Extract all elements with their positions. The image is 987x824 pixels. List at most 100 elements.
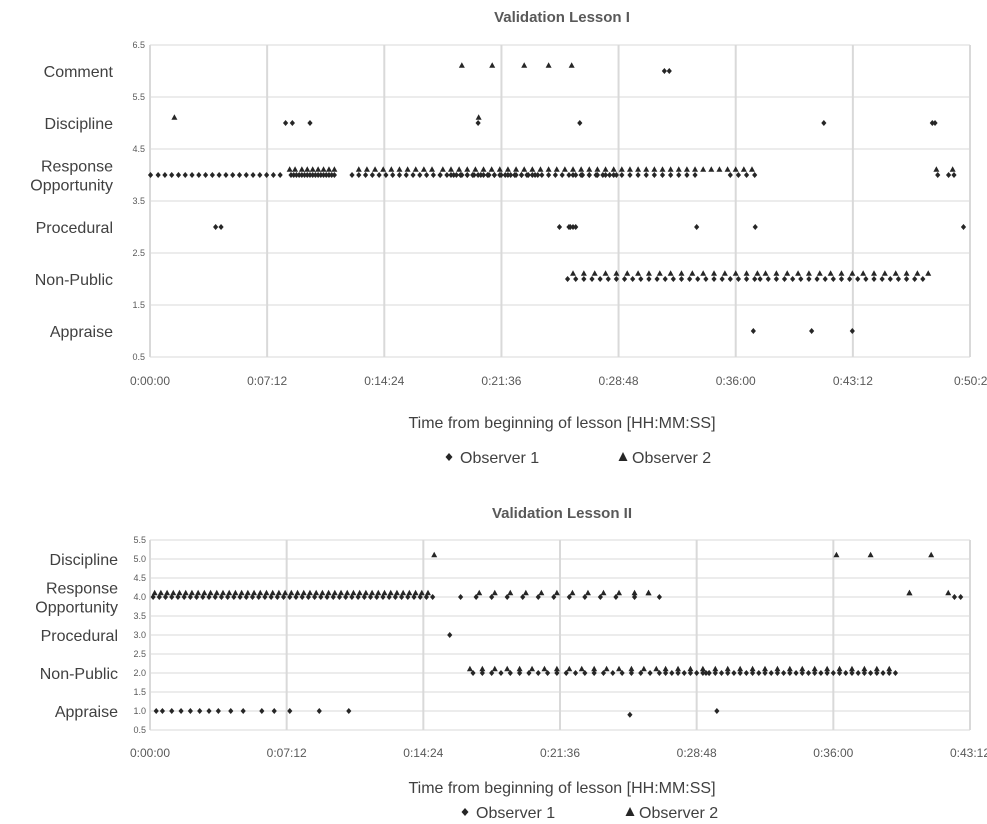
observer-2-point [251,589,258,596]
observer-1-point [497,172,503,178]
chart-title: Validation Lesson II [492,505,632,522]
observer-2-point [594,166,601,172]
observer-2-point [380,166,387,172]
observer-1-point [566,594,572,600]
observer-2-point [396,166,403,172]
observer-2-point [387,589,394,596]
y-tick-label: 1.5 [132,300,145,310]
observer-2-point [737,665,744,672]
observer-1-point [423,172,430,178]
observer-2-point [320,166,327,172]
observer-1-point [405,594,411,600]
observer-1-point [958,594,964,600]
observer-2-point [762,665,768,672]
x-tick-label: 0:00:00 [130,746,170,760]
observer-2-point [749,665,756,672]
observer-2-point [521,166,528,172]
observer-1-point [498,670,504,676]
observer-1-point [627,172,633,178]
observer-2-point [458,62,465,68]
observer-1-point [398,594,405,600]
legend-diamond-icon [445,453,453,461]
observer-1-point [849,670,855,676]
observer-1-point [666,68,672,74]
observer-1-point [491,172,497,178]
observer-1-point [529,172,535,178]
observer-2-point [867,551,874,558]
observer-2-point [569,589,576,596]
observer-1-point [669,670,675,676]
observer-1-point [196,172,202,178]
observer-1-point [822,276,828,282]
observer-2-point [424,589,431,596]
observer-1-point [743,172,750,178]
observer-2-point [232,589,239,596]
observer-1-point [628,670,635,676]
y-tick-label: 3.5 [133,611,146,621]
y-tick-label: 2.5 [133,649,146,659]
category-label: Opportunity [30,178,113,195]
observer-1-point [675,670,681,676]
observer-1-point [824,670,830,676]
x-tick-labels: 0:00:00 0:07:12 0:14:24 0:21:36 0:28:48 0:36:… [130,746,987,760]
observer-2-point [949,166,956,172]
observer-1-point [206,594,212,600]
observer-1-point [202,172,209,178]
legend-label: Observer 1 [476,805,555,822]
observer-2-point [226,589,233,596]
observer-2-point [496,166,503,172]
observer-2-point [439,166,446,172]
observer-1-point [349,594,355,600]
observer-1-point [162,594,169,600]
observer-1-point [757,276,763,282]
observer-2-point [732,270,739,276]
y-tick-label: 3.5 [132,196,145,206]
observer-1-point [589,276,595,282]
observer-2-point [429,166,436,172]
x-tick-labels: 0:00:00 0:07:12 0:14:24 0:21:36 0:28:48 0:36:… [130,374,987,388]
observer-2-point [418,589,425,596]
observer-2-point [836,665,843,672]
observer-1-point [684,172,690,178]
observer-1-point [880,670,886,676]
observer-2-point [667,270,674,276]
observer-2-point [545,62,552,68]
observer-2-point [849,270,856,276]
observer-2-point [356,589,363,596]
observer-1-point [718,670,725,676]
observer-2-point [586,166,593,172]
observer-2-point [298,166,305,172]
observer-2-point [711,270,718,276]
observer-1-point [175,172,182,178]
observer-2-point [325,166,332,172]
observer-1-point [236,172,243,178]
observer-1-point [727,172,733,178]
legend-label: Observer 2 [639,805,718,822]
observer-1-point [613,276,620,282]
observer-2-point [537,166,544,172]
observer-2-point [404,166,411,172]
category-label: Non-Public [40,666,118,683]
observer-1-point [631,594,638,600]
observer-1-point [197,708,203,714]
observer-2-point [315,166,322,172]
observer-2-point [773,270,780,276]
observer-1-point [646,276,652,282]
observer-2-point [591,665,598,672]
observer-1-point [293,172,300,178]
y-tick-label: 1.5 [133,687,146,697]
observer-1-point [299,172,305,178]
observer-1-point [535,594,541,600]
observer-1-point [814,276,820,282]
observer-1-point [743,670,749,676]
observer-1-point [694,224,700,230]
observer-2-point [431,551,438,558]
observer-1-point [695,276,701,282]
observer-1-point [951,172,957,178]
observer-1-point [809,328,815,334]
x-tick-label: 0:21:36 [481,374,521,388]
observer-1-point [793,670,799,676]
observer-2-point [871,270,878,276]
observer-2-point [824,665,831,672]
observer-1-point [573,172,579,178]
